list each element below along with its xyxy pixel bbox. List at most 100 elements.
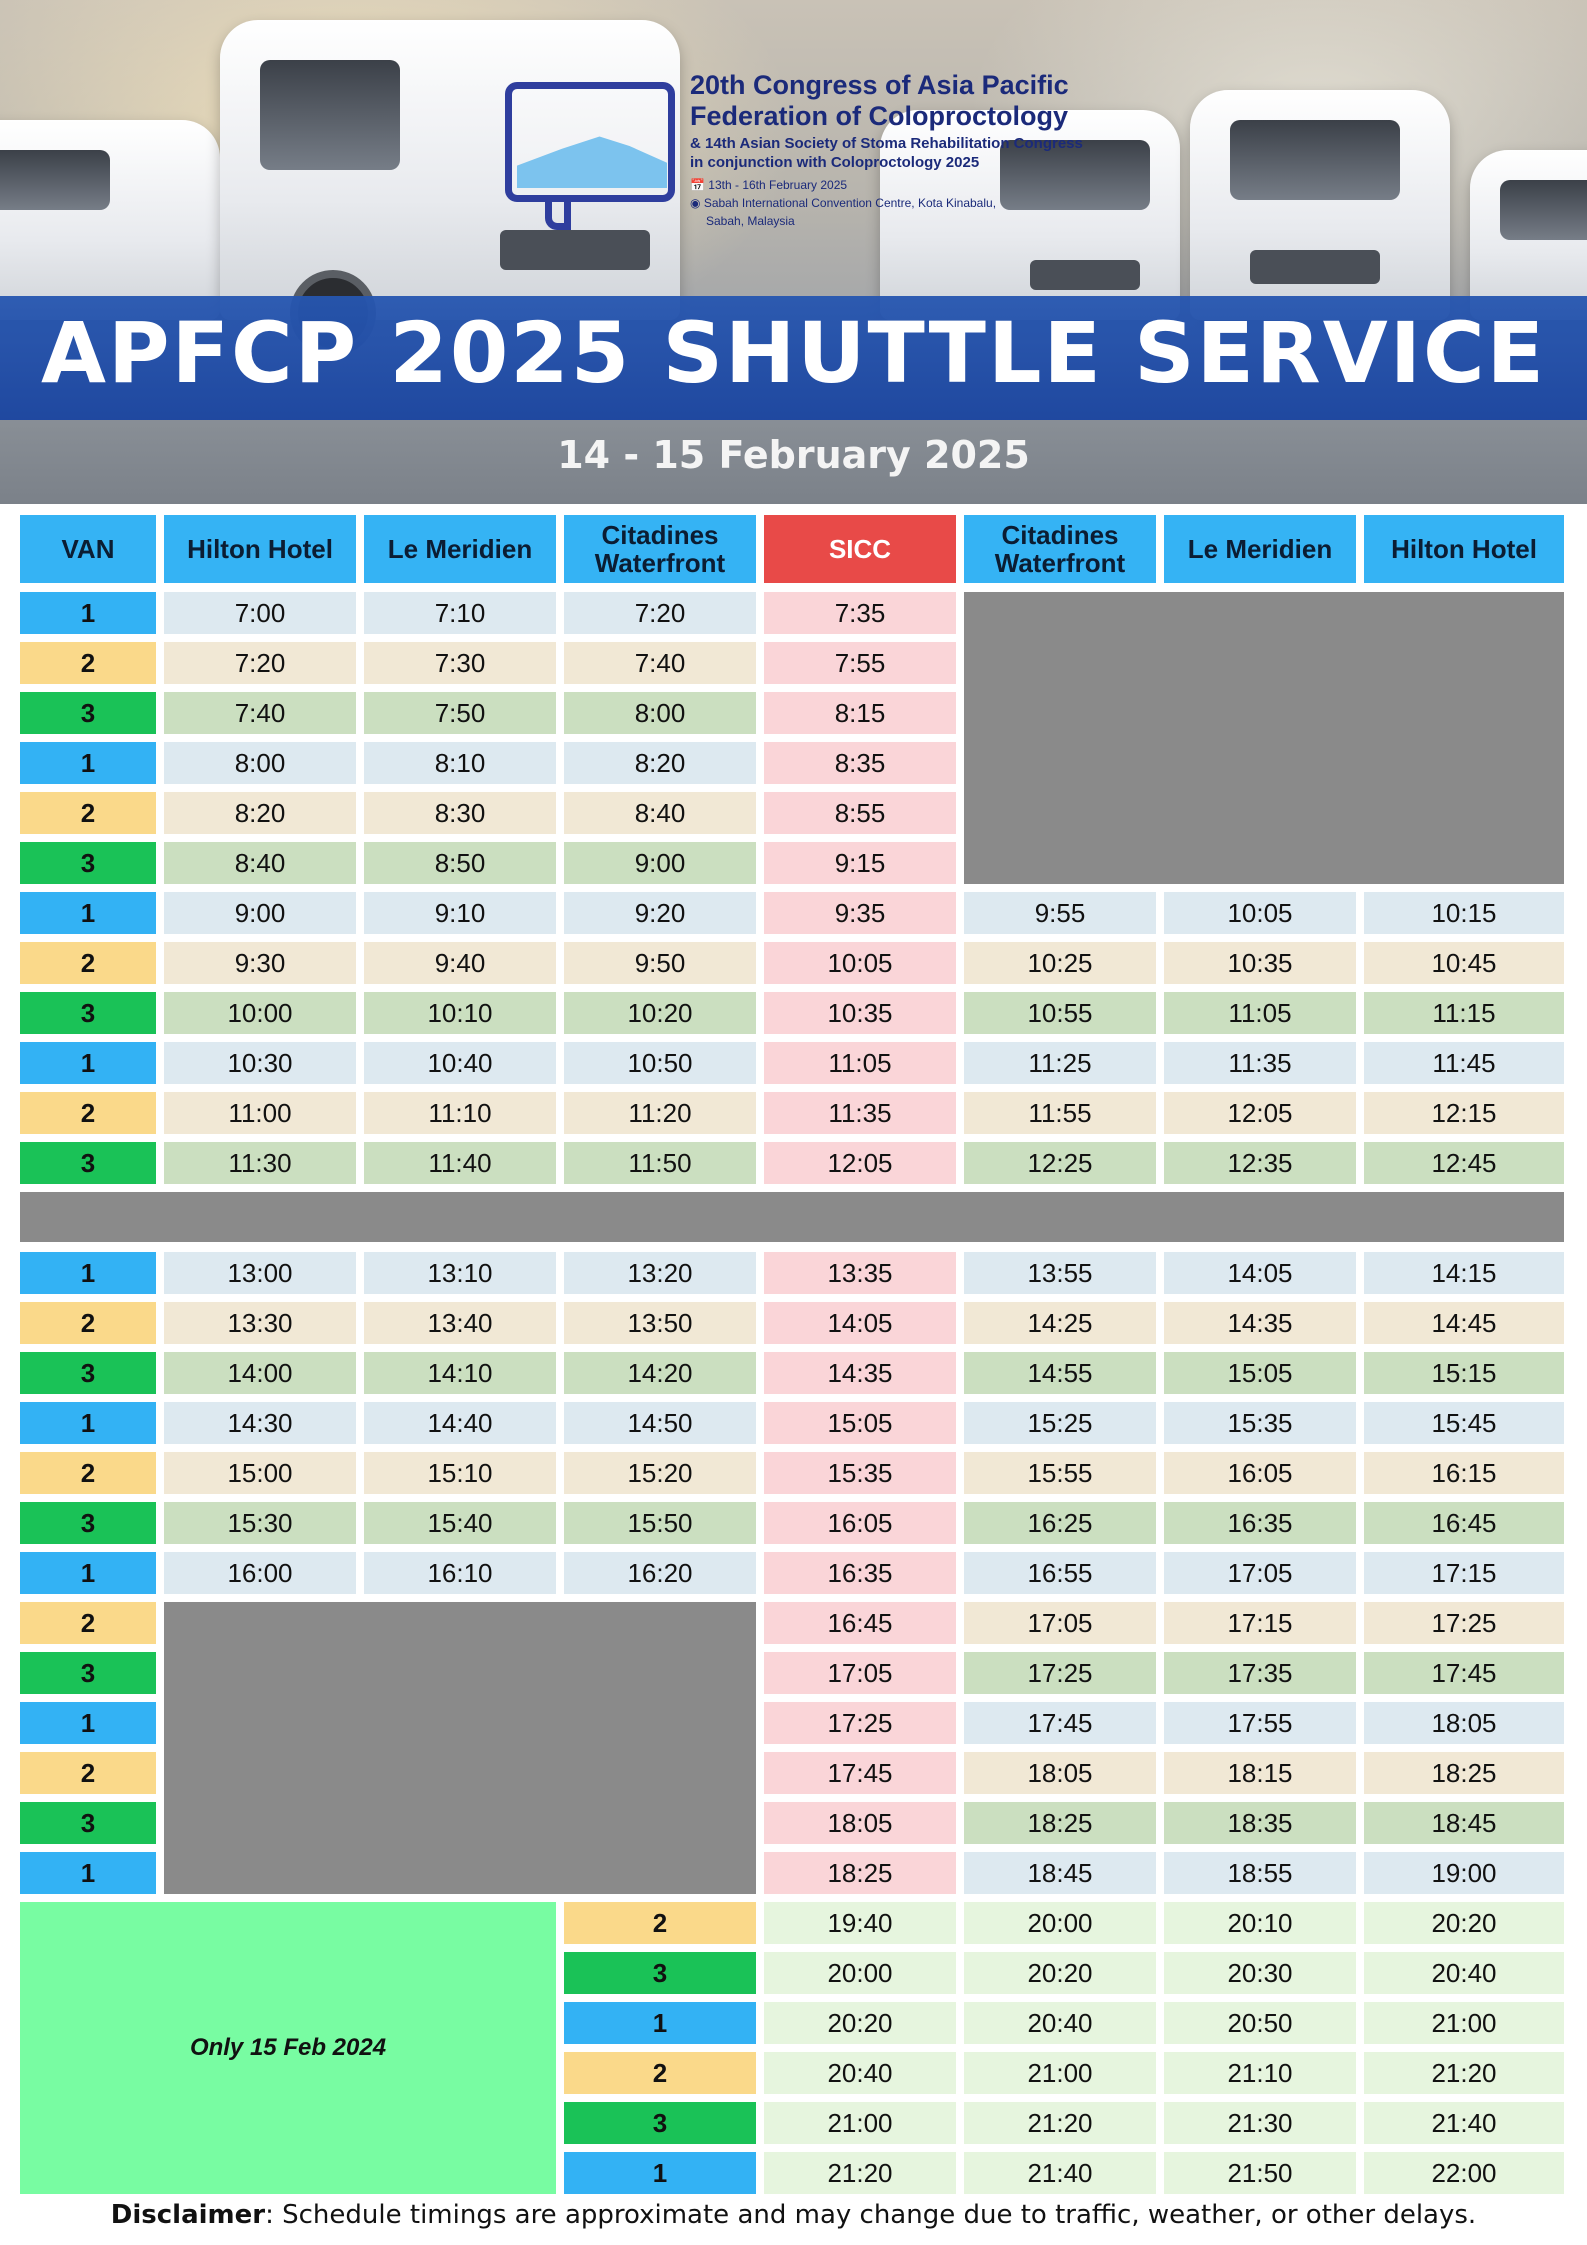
van-number-cell: 3 bbox=[20, 1802, 156, 1844]
time-cell-citadines-outbound: 15:20 bbox=[564, 1452, 756, 1494]
time-cell-sicc: 15:35 bbox=[764, 1452, 956, 1494]
time-cell-meridien-outbound: 15:40 bbox=[364, 1502, 556, 1544]
time-cell-sicc: 20:40 bbox=[764, 2052, 956, 2094]
column-header-sicc: SICC bbox=[764, 515, 956, 583]
time-cell-meridien-return: 11:35 bbox=[1164, 1042, 1356, 1084]
time-cell-sicc: 9:35 bbox=[764, 892, 956, 934]
time-cell-hilton-return: 17:45 bbox=[1364, 1652, 1564, 1694]
column-header-meridien-outbound: Le Meridien bbox=[364, 515, 556, 583]
time-cell-meridien-return: 11:05 bbox=[1164, 992, 1356, 1034]
time-cell-hilton-return: 17:25 bbox=[1364, 1602, 1564, 1644]
time-cell-hilton-outbound: 10:30 bbox=[164, 1042, 356, 1084]
time-cell-meridien-outbound: 14:10 bbox=[364, 1352, 556, 1394]
time-cell-meridien-return: 18:15 bbox=[1164, 1752, 1356, 1794]
time-cell-hilton-outbound: 15:00 bbox=[164, 1452, 356, 1494]
time-cell-citadines-outbound: 8:00 bbox=[564, 692, 756, 734]
van-number-cell: 3 bbox=[564, 1952, 756, 1994]
time-cell-hilton-outbound: 14:30 bbox=[164, 1402, 356, 1444]
time-cell-meridien-return: 17:05 bbox=[1164, 1552, 1356, 1594]
time-cell-citadines-outbound: 8:40 bbox=[564, 792, 756, 834]
time-cell-meridien-outbound: 10:10 bbox=[364, 992, 556, 1034]
time-cell-sicc: 10:05 bbox=[764, 942, 956, 984]
time-cell-citadines-outbound: 11:50 bbox=[564, 1142, 756, 1184]
time-cell-sicc: 19:40 bbox=[764, 1902, 956, 1944]
time-cell-citadines-return: 16:55 bbox=[964, 1552, 1156, 1594]
time-cell-sicc: 15:05 bbox=[764, 1402, 956, 1444]
time-cell-meridien-return: 21:30 bbox=[1164, 2102, 1356, 2144]
time-cell-hilton-outbound: 10:00 bbox=[164, 992, 356, 1034]
time-cell-hilton-return: 11:15 bbox=[1364, 992, 1564, 1034]
van-number-cell: 1 bbox=[20, 742, 156, 784]
time-cell-citadines-return: 20:20 bbox=[964, 1952, 1156, 1994]
van-number-cell: 2 bbox=[20, 1452, 156, 1494]
time-cell-hilton-outbound: 11:00 bbox=[164, 1092, 356, 1134]
van-number-cell: 1 bbox=[20, 892, 156, 934]
time-cell-meridien-return: 15:35 bbox=[1164, 1402, 1356, 1444]
column-header-citadines-return: Citadines Waterfront bbox=[964, 515, 1156, 583]
time-cell-hilton-outbound: 7:40 bbox=[164, 692, 356, 734]
time-cell-sicc: 17:25 bbox=[764, 1702, 956, 1744]
time-cell-meridien-return: 15:05 bbox=[1164, 1352, 1356, 1394]
time-cell-citadines-return: 11:55 bbox=[964, 1092, 1156, 1134]
van-number-cell: 2 bbox=[20, 1092, 156, 1134]
time-cell-citadines-return: 16:25 bbox=[964, 1502, 1156, 1544]
time-cell-citadines-return: 18:45 bbox=[964, 1852, 1156, 1894]
time-cell-sicc: 12:05 bbox=[764, 1142, 956, 1184]
van-number-cell: 1 bbox=[564, 2152, 756, 2194]
time-cell-citadines-return: 14:55 bbox=[964, 1352, 1156, 1394]
no-service-block-afternoon-outbound bbox=[164, 1602, 756, 1894]
time-cell-citadines-outbound: 16:20 bbox=[564, 1552, 756, 1594]
van-image-center bbox=[880, 110, 1180, 320]
van-image-far-right bbox=[1470, 150, 1587, 320]
time-cell-meridien-return: 17:35 bbox=[1164, 1652, 1356, 1694]
time-cell-sicc: 16:05 bbox=[764, 1502, 956, 1544]
van-number-cell: 3 bbox=[20, 992, 156, 1034]
time-cell-citadines-outbound: 14:50 bbox=[564, 1402, 756, 1444]
time-cell-sicc: 14:35 bbox=[764, 1352, 956, 1394]
time-cell-meridien-outbound: 8:30 bbox=[364, 792, 556, 834]
time-cell-citadines-outbound: 7:20 bbox=[564, 592, 756, 634]
time-cell-meridien-return: 16:05 bbox=[1164, 1452, 1356, 1494]
logo-title-line1: 20th Congress of Asia Pacific bbox=[690, 70, 1069, 100]
time-cell-meridien-return: 21:10 bbox=[1164, 2052, 1356, 2094]
time-cell-citadines-outbound: 14:20 bbox=[564, 1352, 756, 1394]
time-cell-citadines-return: 15:55 bbox=[964, 1452, 1156, 1494]
time-cell-hilton-return: 15:15 bbox=[1364, 1352, 1564, 1394]
time-cell-sicc: 8:35 bbox=[764, 742, 956, 784]
time-cell-hilton-return: 14:45 bbox=[1364, 1302, 1564, 1344]
time-cell-sicc: 13:35 bbox=[764, 1252, 956, 1294]
van-number-cell: 2 bbox=[20, 1752, 156, 1794]
time-cell-hilton-return: 18:45 bbox=[1364, 1802, 1564, 1844]
time-cell-hilton-outbound: 9:00 bbox=[164, 892, 356, 934]
evening-only-note: Only 15 Feb 2024 bbox=[20, 1902, 556, 2194]
logo-title-line2: Federation of Coloproctology bbox=[690, 101, 1068, 131]
time-cell-hilton-return: 22:00 bbox=[1364, 2152, 1564, 2194]
calendar-icon: 📅 bbox=[690, 178, 705, 192]
time-cell-meridien-outbound: 11:10 bbox=[364, 1092, 556, 1134]
van-image-left bbox=[0, 120, 220, 320]
time-cell-sicc: 17:05 bbox=[764, 1652, 956, 1694]
time-cell-meridien-outbound: 7:50 bbox=[364, 692, 556, 734]
time-cell-citadines-return: 21:00 bbox=[964, 2052, 1156, 2094]
van-number-cell: 1 bbox=[20, 1252, 156, 1294]
time-cell-meridien-outbound: 15:10 bbox=[364, 1452, 556, 1494]
time-cell-citadines-return: 10:25 bbox=[964, 942, 1156, 984]
page-title: APFCP 2025 SHUTTLE SERVICE bbox=[41, 304, 1546, 402]
time-cell-meridien-outbound: 9:40 bbox=[364, 942, 556, 984]
time-cell-sicc: 16:35 bbox=[764, 1552, 956, 1594]
time-cell-meridien-return: 14:05 bbox=[1164, 1252, 1356, 1294]
time-cell-citadines-return: 18:25 bbox=[964, 1802, 1156, 1844]
time-cell-hilton-return: 20:40 bbox=[1364, 1952, 1564, 1994]
time-cell-sicc: 21:00 bbox=[764, 2102, 956, 2144]
van-number-cell: 2 bbox=[20, 792, 156, 834]
time-cell-citadines-return: 11:25 bbox=[964, 1042, 1156, 1084]
time-cell-meridien-outbound: 8:50 bbox=[364, 842, 556, 884]
time-cell-meridien-outbound: 14:40 bbox=[364, 1402, 556, 1444]
time-cell-hilton-outbound: 11:30 bbox=[164, 1142, 356, 1184]
logo-venue-line2: Sabah, Malaysia bbox=[706, 214, 795, 228]
time-cell-meridien-return: 20:10 bbox=[1164, 1902, 1356, 1944]
time-cell-hilton-return: 18:05 bbox=[1364, 1702, 1564, 1744]
time-cell-sicc: 14:05 bbox=[764, 1302, 956, 1344]
van-number-cell: 1 bbox=[20, 1402, 156, 1444]
time-cell-citadines-return: 20:40 bbox=[964, 2002, 1156, 2044]
